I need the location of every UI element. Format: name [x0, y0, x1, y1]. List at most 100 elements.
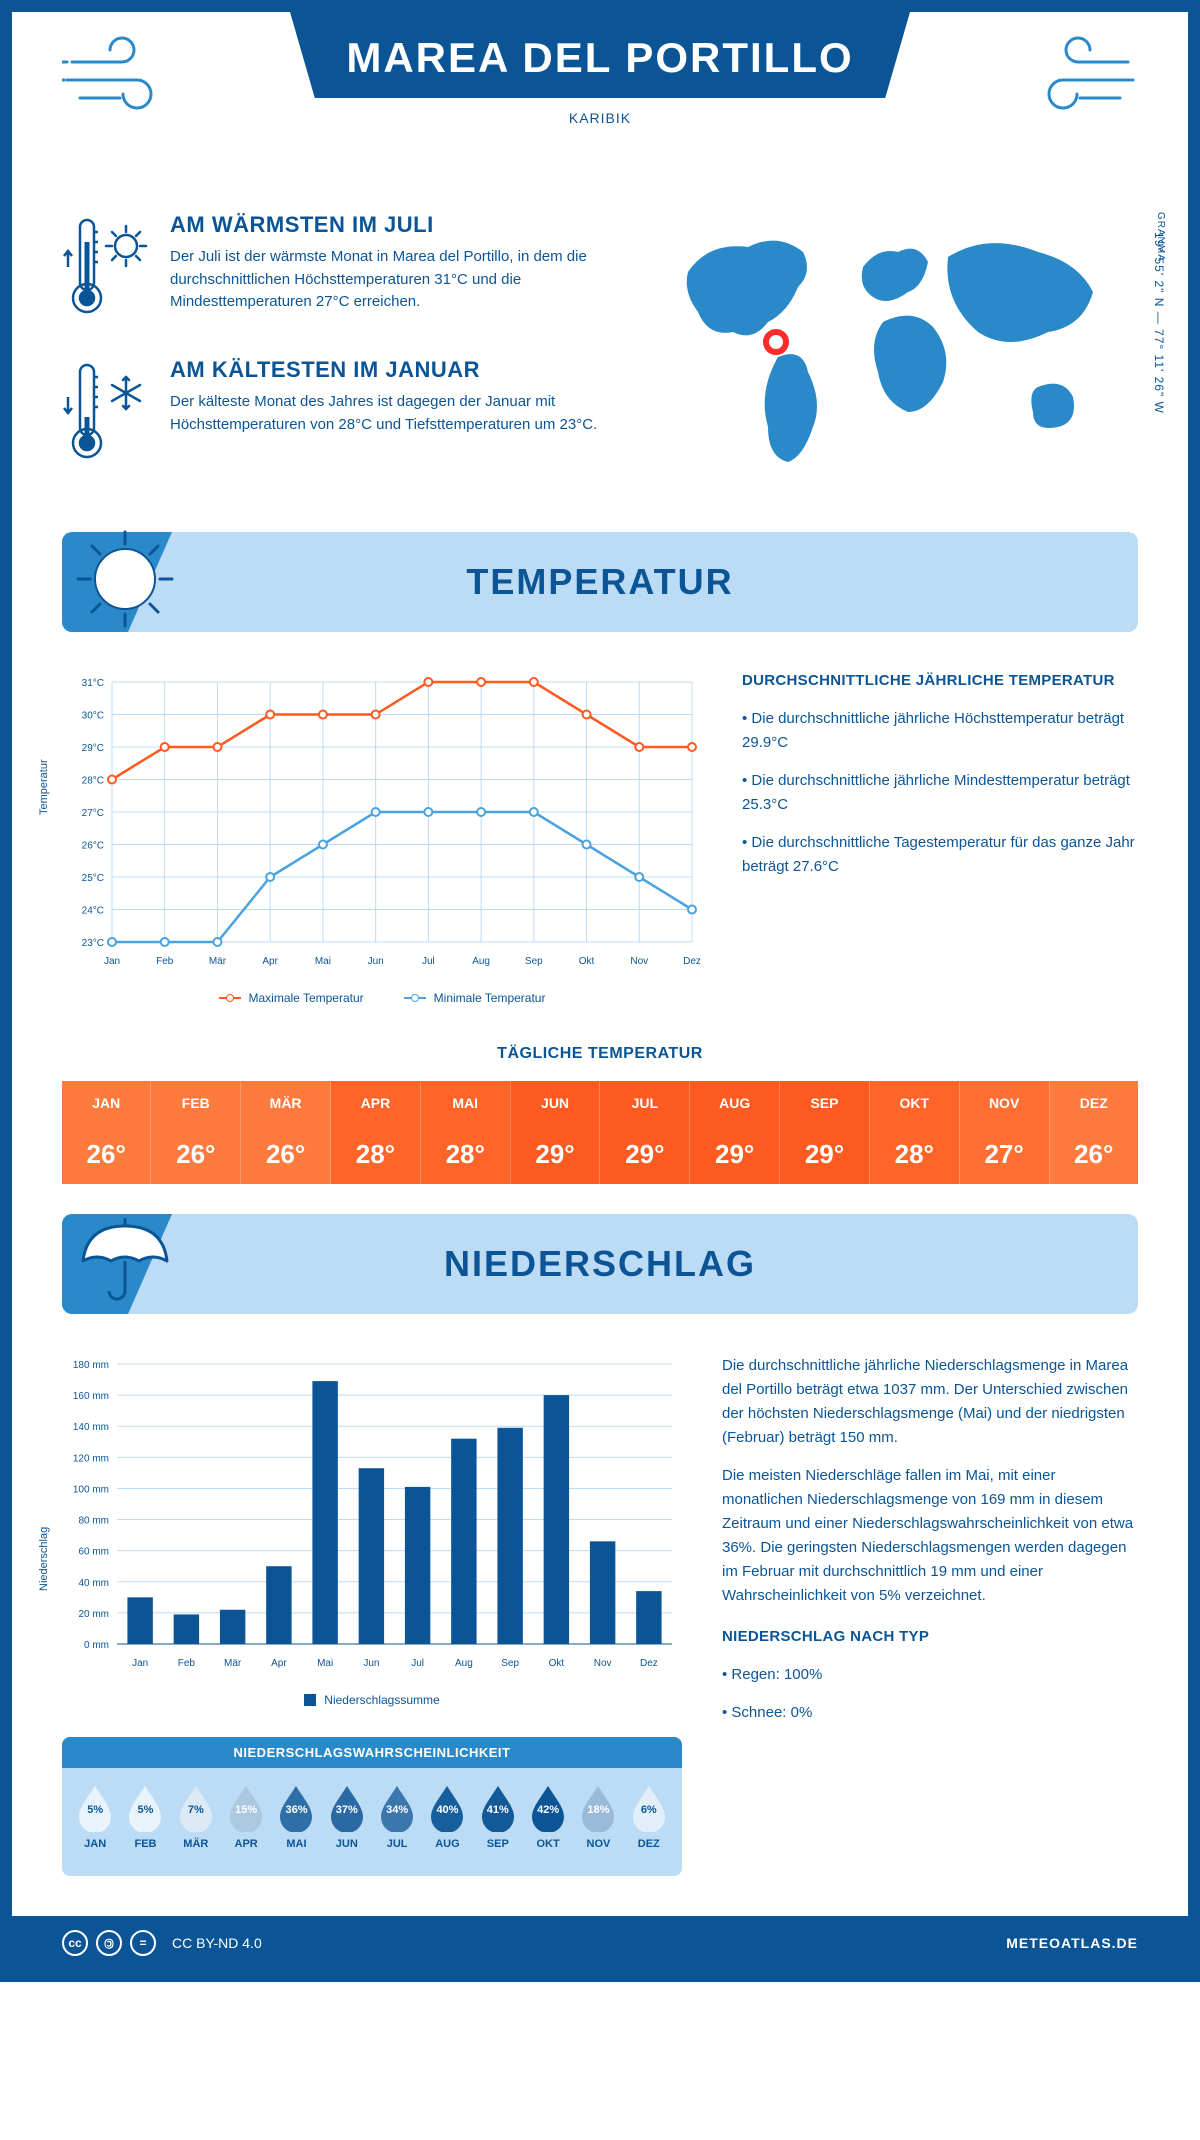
- table-header: MAI: [420, 1081, 510, 1125]
- svg-text:180 mm: 180 mm: [73, 1360, 109, 1371]
- table-cell: 28°: [420, 1125, 510, 1184]
- chart-legend: Maximale Temperatur Minimale Temperatur: [62, 991, 702, 1005]
- side-text: • Regen: 100%: [722, 1663, 1138, 1687]
- footer: cc 🄯 = CC BY-ND 4.0 METEOATLAS.DE: [12, 1916, 1188, 1970]
- svg-text:160 mm: 160 mm: [73, 1391, 109, 1402]
- y-axis-label: Temperatur: [38, 759, 50, 815]
- section-header-temperature: TEMPERATUR: [62, 532, 1138, 632]
- svg-text:Dez: Dez: [640, 1658, 658, 1669]
- precip-drop: 36% MAI: [271, 1784, 321, 1850]
- site-name: METEOATLAS.DE: [1006, 1935, 1138, 1951]
- section-header-precip: NIEDERSCHLAG: [62, 1214, 1138, 1314]
- fact-title: AM KÄLTESTEN IM JANUAR: [170, 357, 618, 383]
- svg-text:30°C: 30°C: [82, 711, 104, 722]
- chart-legend: Niederschlagssumme: [62, 1693, 682, 1707]
- svg-text:100 mm: 100 mm: [73, 1484, 109, 1495]
- svg-text:Aug: Aug: [472, 956, 490, 967]
- side-text: • Die durchschnittliche Tagestemperatur …: [742, 831, 1138, 879]
- precip-drop: 15% APR: [221, 1784, 271, 1850]
- svg-text:Sep: Sep: [525, 956, 543, 967]
- svg-text:31°C: 31°C: [82, 678, 104, 689]
- precip-drop: 5% FEB: [120, 1784, 170, 1850]
- svg-text:Mär: Mär: [209, 956, 227, 967]
- table-cell: 27°: [959, 1125, 1049, 1184]
- infographic-container: MAREA DEL PORTILLO KARIBIK: [0, 0, 1200, 1982]
- precip-drop: 40% AUG: [422, 1784, 472, 1850]
- table-cell: 28°: [331, 1125, 421, 1184]
- svg-text:Okt: Okt: [579, 956, 595, 967]
- svg-text:Jul: Jul: [422, 956, 435, 967]
- precip-bar-chart: Niederschlag 0 mm20 mm40 mm60 mm80 mm100…: [62, 1354, 682, 1876]
- precip-drop: 34% JUL: [372, 1784, 422, 1850]
- svg-text:20 mm: 20 mm: [78, 1609, 109, 1620]
- legend-min: Minimale Temperatur: [434, 991, 546, 1005]
- table-cell: 29°: [690, 1125, 780, 1184]
- svg-text:Nov: Nov: [594, 1658, 612, 1669]
- svg-text:Feb: Feb: [178, 1658, 196, 1669]
- svg-text:Apr: Apr: [271, 1658, 287, 1669]
- table-header: SEP: [780, 1081, 870, 1125]
- table-cell: 29°: [510, 1125, 600, 1184]
- temperature-line-chart: Temperatur 23°C24°C25°C26°C27°C28°C29°C3…: [62, 672, 702, 1005]
- table-header: NOV: [959, 1081, 1049, 1125]
- umbrella-icon: [70, 1206, 180, 1321]
- svg-text:80 mm: 80 mm: [78, 1516, 109, 1527]
- precip-drop: 18% NOV: [573, 1784, 623, 1850]
- thermometer-snow-icon: [62, 357, 152, 472]
- precip-drop: 41% SEP: [473, 1784, 523, 1850]
- svg-text:Jun: Jun: [368, 956, 384, 967]
- table-header: APR: [331, 1081, 421, 1125]
- wind-icon: [1018, 32, 1138, 127]
- fact-text: Der kälteste Monat des Jahres ist dagege…: [170, 391, 618, 436]
- svg-text:Nov: Nov: [630, 956, 648, 967]
- precip-drop: 5% JAN: [70, 1784, 120, 1850]
- svg-text:Jan: Jan: [104, 956, 120, 967]
- coordinates: 19° 55' 2" N — 77° 11' 26" W: [1152, 232, 1166, 414]
- header: MAREA DEL PORTILLO KARIBIK: [62, 12, 1138, 182]
- table-cell: 28°: [869, 1125, 959, 1184]
- table-header: JAN: [62, 1081, 151, 1125]
- license-text: CC BY-ND 4.0: [172, 1935, 262, 1951]
- svg-text:26°C: 26°C: [82, 841, 104, 852]
- svg-text:24°C: 24°C: [82, 906, 104, 917]
- title-banner: MAREA DEL PORTILLO: [290, 12, 910, 98]
- table-cell: 26°: [62, 1125, 151, 1184]
- svg-text:40 mm: 40 mm: [78, 1578, 109, 1589]
- section-title: NIEDERSCHLAG: [444, 1243, 756, 1285]
- svg-text:140 mm: 140 mm: [73, 1422, 109, 1433]
- svg-text:23°C: 23°C: [82, 938, 104, 949]
- legend-max: Maximale Temperatur: [249, 991, 364, 1005]
- svg-text:27°C: 27°C: [82, 808, 104, 819]
- fact-warmest: AM WÄRMSTEN IM JULI Der Juli ist der wär…: [62, 212, 618, 327]
- daily-temperature-table: JANFEBMÄRAPRMAIJUNJULAUGSEPOKTNOVDEZ 26°…: [62, 1081, 1138, 1184]
- y-axis-label: Niederschlag: [38, 1527, 50, 1591]
- table-cell: 29°: [600, 1125, 690, 1184]
- cc-icon: cc: [62, 1930, 88, 1956]
- svg-text:Jun: Jun: [363, 1658, 379, 1669]
- svg-text:Jul: Jul: [411, 1658, 424, 1669]
- svg-text:Apr: Apr: [262, 956, 278, 967]
- svg-text:Sep: Sep: [501, 1658, 519, 1669]
- nd-icon: =: [130, 1930, 156, 1956]
- side-text: • Die durchschnittliche jährliche Höchst…: [742, 707, 1138, 755]
- svg-text:0 mm: 0 mm: [84, 1640, 109, 1651]
- table-header: OKT: [869, 1081, 959, 1125]
- precip-probability-panel: NIEDERSCHLAGSWAHRSCHEINLICHKEIT 5% JAN 5…: [62, 1737, 682, 1876]
- fact-text: Der Juli ist der wärmste Monat in Marea …: [170, 246, 618, 314]
- page-title: MAREA DEL PORTILLO: [330, 34, 870, 82]
- side-title: NIEDERSCHLAG NACH TYP: [722, 1628, 1138, 1645]
- svg-text:Okt: Okt: [549, 1658, 565, 1669]
- daily-temp-title: TÄGLICHE TEMPERATUR: [62, 1045, 1138, 1063]
- svg-text:Jan: Jan: [132, 1658, 148, 1669]
- svg-text:28°C: 28°C: [82, 776, 104, 787]
- precip-drop: 7% MÄR: [171, 1784, 221, 1850]
- table-header: AUG: [690, 1081, 780, 1125]
- svg-text:25°C: 25°C: [82, 873, 104, 884]
- svg-text:Dez: Dez: [683, 956, 701, 967]
- table-cell: 26°: [151, 1125, 241, 1184]
- svg-text:120 mm: 120 mm: [73, 1453, 109, 1464]
- table-cell: 29°: [780, 1125, 870, 1184]
- subtitle: KARIBIK: [62, 110, 1138, 126]
- legend-precip: Niederschlagssumme: [324, 1693, 439, 1707]
- svg-text:Mai: Mai: [315, 956, 331, 967]
